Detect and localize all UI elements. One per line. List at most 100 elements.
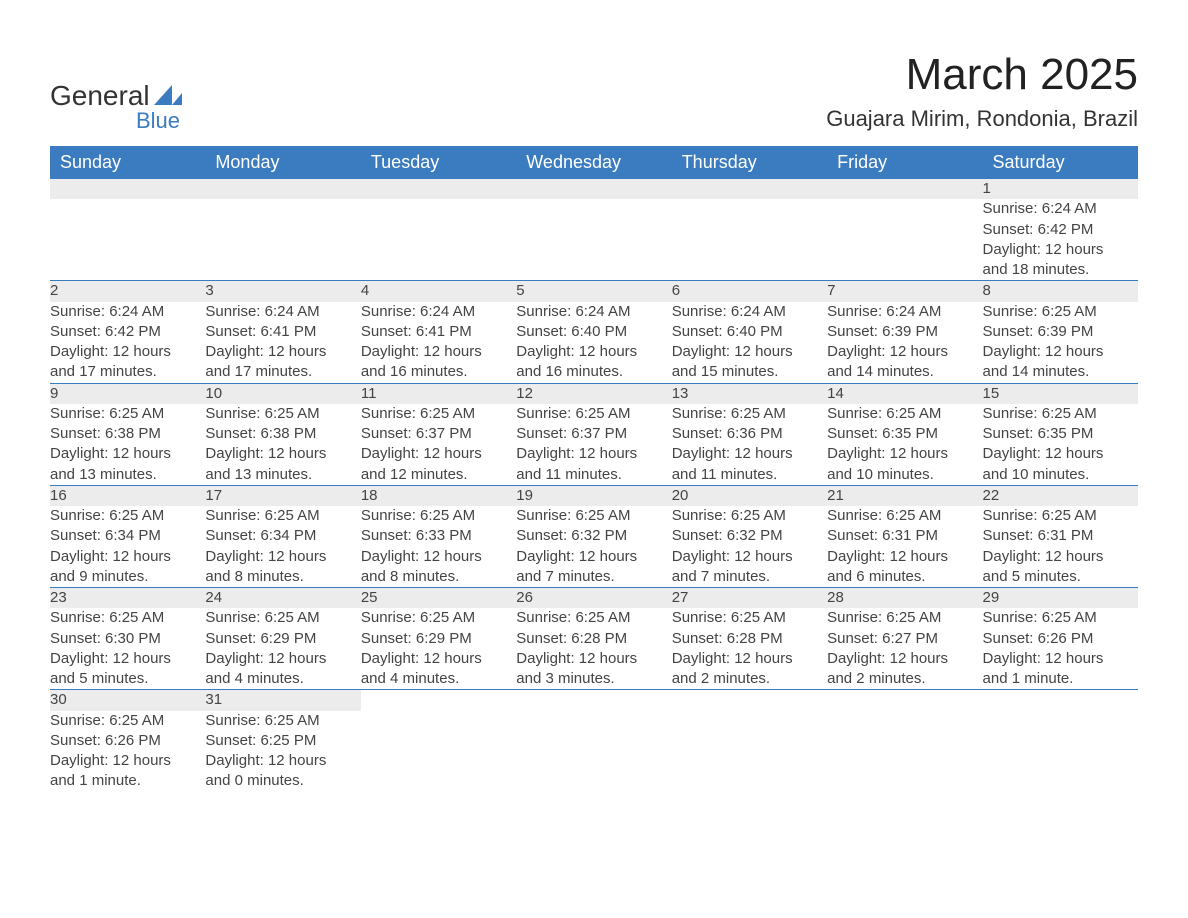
daylight-text: Daylight: 12 hours [205,649,360,669]
sunrise-text: Sunrise: 6:24 AM [205,302,360,322]
day-number-cell: 18 [361,485,516,506]
daylight-text: and 1 minute. [50,771,205,791]
sunrise-text: Sunrise: 6:25 AM [205,711,360,731]
daylight-text: and 18 minutes. [983,260,1138,280]
day-number-cell: 12 [516,383,671,404]
day-number-cell [983,690,1138,711]
day-number-cell [50,179,205,199]
day-number: 9 [50,385,58,402]
daylight-text: Daylight: 12 hours [50,342,205,362]
sunset-text: Sunset: 6:28 PM [516,629,671,649]
day-detail-cell: Sunrise: 6:25 AMSunset: 6:37 PMDaylight:… [516,404,671,486]
day-number-row: 2345678 [50,281,1138,302]
day-detail-cell: Sunrise: 6:24 AMSunset: 6:41 PMDaylight:… [361,302,516,384]
day-number: 15 [983,385,1000,402]
day-number-row: 16171819202122 [50,485,1138,506]
sunset-text: Sunset: 6:32 PM [672,526,827,546]
sunrise-text: Sunrise: 6:25 AM [50,711,205,731]
sunset-text: Sunset: 6:39 PM [827,322,982,342]
sunrise-text: Sunrise: 6:25 AM [361,608,516,628]
sunset-text: Sunset: 6:39 PM [983,322,1138,342]
day-number: 21 [827,487,844,504]
sunset-text: Sunset: 6:31 PM [827,526,982,546]
daylight-text: Daylight: 12 hours [672,444,827,464]
day-detail-cell: Sunrise: 6:25 AMSunset: 6:34 PMDaylight:… [50,506,205,588]
daylight-text: Daylight: 12 hours [827,547,982,567]
daylight-text: and 4 minutes. [205,669,360,689]
day-detail-cell: Sunrise: 6:25 AMSunset: 6:36 PMDaylight:… [672,404,827,486]
daylight-text: Daylight: 12 hours [361,649,516,669]
day-detail-cell: Sunrise: 6:25 AMSunset: 6:35 PMDaylight:… [827,404,982,486]
daylight-text: and 4 minutes. [361,669,516,689]
daylight-text: Daylight: 12 hours [50,751,205,771]
daylight-text: Daylight: 12 hours [50,444,205,464]
day-number-cell: 10 [205,383,360,404]
daylight-text: and 3 minutes. [516,669,671,689]
day-number-cell: 5 [516,281,671,302]
daylight-text: and 16 minutes. [361,362,516,382]
day-number: 4 [361,282,369,299]
sunrise-text: Sunrise: 6:25 AM [50,608,205,628]
day-detail-cell: Sunrise: 6:25 AMSunset: 6:35 PMDaylight:… [983,404,1138,486]
daylight-text: Daylight: 12 hours [361,342,516,362]
day-detail-cell: Sunrise: 6:25 AMSunset: 6:26 PMDaylight:… [50,711,205,792]
sunrise-text: Sunrise: 6:25 AM [983,608,1138,628]
sunrise-text: Sunrise: 6:25 AM [983,404,1138,424]
page-title: March 2025 [826,50,1138,100]
daylight-text: Daylight: 12 hours [361,444,516,464]
day-number-cell: 14 [827,383,982,404]
daylight-text: Daylight: 12 hours [516,342,671,362]
daylight-text: Daylight: 12 hours [672,342,827,362]
sunrise-text: Sunrise: 6:25 AM [516,506,671,526]
day-detail-cell: Sunrise: 6:24 AMSunset: 6:39 PMDaylight:… [827,302,982,384]
day-number: 14 [827,385,844,402]
sunset-text: Sunset: 6:29 PM [205,629,360,649]
day-number-cell: 20 [672,485,827,506]
day-number-cell [672,690,827,711]
day-number-cell [827,179,982,199]
daylight-text: and 1 minute. [983,669,1138,689]
day-detail-row: Sunrise: 6:25 AMSunset: 6:26 PMDaylight:… [50,711,1138,792]
day-number: 19 [516,487,533,504]
day-number-cell [361,179,516,199]
day-detail-cell: Sunrise: 6:24 AMSunset: 6:40 PMDaylight:… [672,302,827,384]
logo-word-2: Blue [136,108,182,134]
sunset-text: Sunset: 6:30 PM [50,629,205,649]
weekday-header: Saturday [983,146,1138,179]
sunset-text: Sunset: 6:29 PM [361,629,516,649]
sunset-text: Sunset: 6:42 PM [50,322,205,342]
sunset-text: Sunset: 6:33 PM [361,526,516,546]
day-number-row: 3031 [50,690,1138,711]
day-detail-cell: Sunrise: 6:25 AMSunset: 6:34 PMDaylight:… [205,506,360,588]
daylight-text: and 15 minutes. [672,362,827,382]
daylight-text: and 2 minutes. [672,669,827,689]
day-detail-cell: Sunrise: 6:25 AMSunset: 6:29 PMDaylight:… [205,608,360,690]
daylight-text: and 5 minutes. [50,669,205,689]
day-number: 13 [672,385,689,402]
daylight-text: Daylight: 12 hours [516,547,671,567]
daylight-text: Daylight: 12 hours [827,342,982,362]
daylight-text: Daylight: 12 hours [516,649,671,669]
daylight-text: and 12 minutes. [361,465,516,485]
daylight-text: and 5 minutes. [983,567,1138,587]
weekday-header: Sunday [50,146,205,179]
day-detail-row: Sunrise: 6:25 AMSunset: 6:34 PMDaylight:… [50,506,1138,588]
day-detail-cell [672,711,827,792]
day-detail-cell: Sunrise: 6:25 AMSunset: 6:38 PMDaylight:… [50,404,205,486]
day-detail-cell: Sunrise: 6:25 AMSunset: 6:39 PMDaylight:… [983,302,1138,384]
day-number-cell: 11 [361,383,516,404]
sunset-text: Sunset: 6:37 PM [516,424,671,444]
day-number-cell: 21 [827,485,982,506]
sunset-text: Sunset: 6:28 PM [672,629,827,649]
day-number-cell: 1 [983,179,1138,199]
sunrise-text: Sunrise: 6:25 AM [827,404,982,424]
sunrise-text: Sunrise: 6:25 AM [672,404,827,424]
day-number-cell [516,690,671,711]
day-detail-cell [983,711,1138,792]
day-number-cell [516,179,671,199]
daylight-text: Daylight: 12 hours [361,547,516,567]
sunrise-text: Sunrise: 6:25 AM [672,506,827,526]
day-number-cell: 17 [205,485,360,506]
daylight-text: and 9 minutes. [50,567,205,587]
daylight-text: and 8 minutes. [361,567,516,587]
